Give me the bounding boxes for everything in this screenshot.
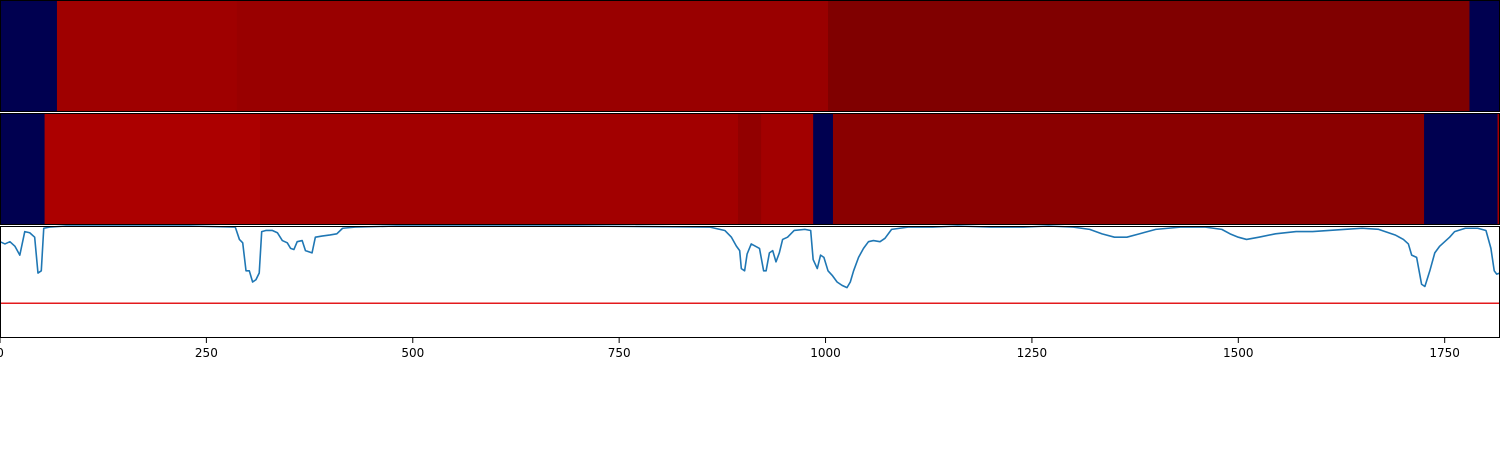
x-tick-label-2: 500 — [401, 346, 424, 360]
series-line — [0, 225, 1500, 289]
heatmap-cell-row1-seg0 — [0, 113, 46, 225]
x-tick-label-5: 1250 — [1017, 346, 1048, 360]
heatmap-cell-row0-seg0 — [0, 0, 58, 112]
heatmap-cell-row0-seg1 — [56, 0, 238, 112]
heatmap-cell-row1-seg6 — [832, 113, 1425, 225]
heatmap-cell-row1-seg5 — [813, 113, 834, 225]
x-tick-label-7: 1750 — [1429, 346, 1460, 360]
x-axis: 0 250 500 750 1000 1250 1500 1750 — [0, 338, 1460, 360]
x-tick-label-0: 0 — [0, 346, 4, 360]
heatmap-cell-row0-seg2 — [236, 0, 829, 112]
panel-frame-2 — [0, 226, 1500, 338]
heatmap-cell-row1-seg2 — [260, 113, 739, 225]
heatmap-row-top — [0, 0, 1500, 112]
heatmap-cell-row1-seg3 — [738, 113, 762, 225]
x-tick-label-3: 750 — [608, 346, 631, 360]
heatmap-cell-row1-seg8 — [1497, 113, 1500, 225]
x-tick-label-6: 1500 — [1223, 346, 1254, 360]
heatmap-cell-row1-seg4 — [761, 113, 814, 225]
heatmap-cell-row1-seg7 — [1424, 113, 1499, 225]
heatmap-cell-row0-seg4 — [1469, 0, 1500, 112]
heatmap-cell-row0-seg3 — [828, 0, 1471, 112]
x-tick-label-1: 250 — [195, 346, 218, 360]
heatmap-row-middle — [0, 113, 1500, 225]
x-tick-label-4: 1000 — [810, 346, 841, 360]
heatmap-cell-row1-seg1 — [44, 113, 261, 225]
line-panel — [0, 225, 1500, 305]
